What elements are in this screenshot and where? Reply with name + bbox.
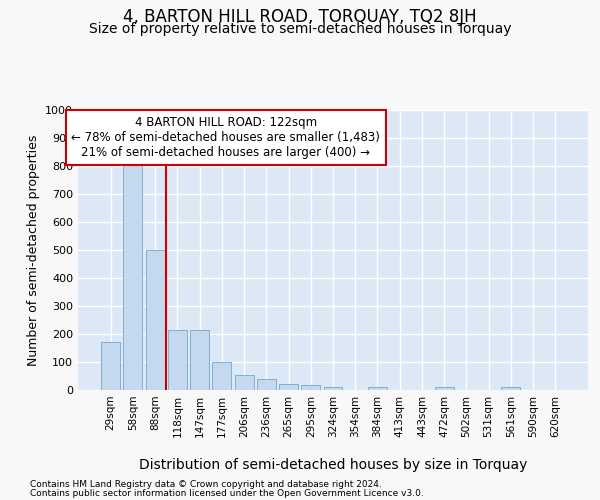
Bar (124, 164, 142, 390)
Text: 4 BARTON HILL ROAD: 122sqm
← 78% of semi-detached houses are smaller (1,483)
21%: 4 BARTON HILL ROAD: 122sqm ← 78% of semi… (71, 116, 380, 158)
Bar (257, 380, 276, 390)
Bar (323, 386, 343, 390)
Bar (146, 250, 164, 390)
Bar (435, 387, 454, 390)
Text: Size of property relative to semi-detached houses in Torquay: Size of property relative to semi-detach… (89, 22, 511, 36)
Text: Contains public sector information licensed under the Open Government Licence v3: Contains public sector information licen… (30, 488, 424, 498)
Bar (502, 387, 520, 390)
Text: Contains HM Land Registry data © Crown copyright and database right 2024.: Contains HM Land Registry data © Crown c… (30, 480, 382, 489)
Bar (235, 374, 254, 390)
Bar (279, 384, 298, 390)
Y-axis label: Number of semi-detached properties: Number of semi-detached properties (26, 134, 40, 366)
Bar (190, 330, 209, 390)
Text: Distribution of semi-detached houses by size in Torquay: Distribution of semi-detached houses by … (139, 458, 527, 472)
Text: 4, BARTON HILL ROAD, TORQUAY, TQ2 8JH: 4, BARTON HILL ROAD, TORQUAY, TQ2 8JH (123, 8, 477, 26)
Bar (101, 342, 120, 390)
Bar (301, 385, 320, 390)
Bar (368, 387, 387, 390)
Bar (168, 330, 187, 390)
Bar (212, 362, 231, 390)
